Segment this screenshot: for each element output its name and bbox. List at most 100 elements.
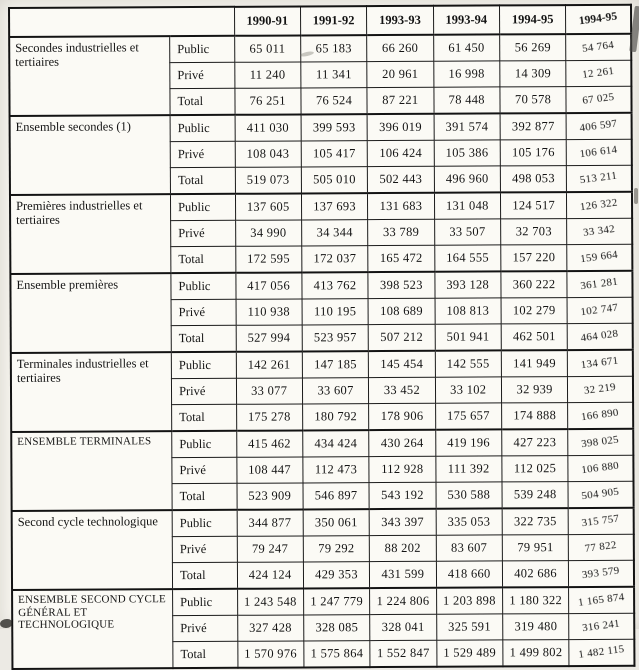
value-skewed-text: 1 165 874 [577,591,626,610]
value-cell: 11 240 [234,61,301,89]
value-cell: 14 309 [499,60,567,87]
value-cell: 88 202 [369,535,436,562]
value-cell: 11 341 [300,61,368,88]
value-cell: 496 960 [433,165,501,193]
category-label: Second cycle technologique [11,510,173,590]
value-cell: 328 085 [303,614,371,641]
value-cell: 108 043 [234,140,302,168]
value-skewed-text: 106 614 [579,143,619,161]
value-skewed-text: 1 482 115 [577,643,626,661]
value-cell: 106 424 [367,140,434,167]
table-row: Premières industrielles et tertiaires Pub… [9,191,633,274]
value-cell: 165 472 [367,245,435,273]
value-cell: 393 579 [568,560,635,588]
value-cell: 1 165 874 [568,586,635,614]
sector-label: Total [169,88,235,116]
value-cell: 178 906 [368,403,436,431]
value-cell: 108 689 [368,298,435,325]
value-cell: 396 019 [367,113,434,141]
table-row: Ensemble secondes (1) Public 411 030 399 59… [9,112,632,195]
value-cell: 391 574 [433,113,501,141]
value-skewed-text: 464 028 [580,327,620,345]
value-cell: 76 524 [300,87,368,115]
value-cell: 141 949 [501,350,568,377]
value-cell: 87 221 [367,87,434,115]
value-cell: 427 223 [501,429,569,456]
value-cell: 34 344 [301,219,368,246]
year-header: 1994-95 [565,4,632,35]
value-cell: 34 990 [235,219,302,247]
value-cell: 335 053 [435,508,503,536]
value-cell: 175 278 [236,403,303,431]
sector-label: Public [172,509,237,537]
value-cell: 1 180 322 [502,587,569,614]
value-cell: 424 124 [236,561,304,589]
table-row: Terminales industrielles et tertiaires Pu… [10,349,633,432]
value-cell: 501 941 [434,323,502,351]
value-cell: 429 353 [303,561,370,589]
value-cell: 350 061 [302,509,370,536]
value-cell: 505 010 [301,166,368,194]
value-cell: 33 102 [435,376,502,404]
category-label: Premières industrielles et tertiaires [9,194,171,274]
value-cell: 180 792 [302,403,369,431]
value-cell: 1 499 802 [502,639,570,667]
year-header: 1994-95 [499,5,566,35]
value-cell: 415 462 [236,430,303,458]
sector-label: Public [170,272,236,300]
value-cell: 1 224 806 [369,587,437,615]
value-cell: 1 575 864 [303,640,371,668]
value-skewed-text: 398 025 [580,433,620,451]
value-cell: 1 247 779 [303,588,370,615]
value-cell: 33 607 [302,377,369,404]
value-cell: 33 507 [434,218,501,246]
value-cell: 131 683 [367,192,435,220]
value-skewed-text: 361 281 [579,275,619,293]
value-cell: 513 211 [566,165,632,193]
value-cell: 70 578 [499,86,567,114]
value-cell: 361 281 [567,270,633,298]
table-row: ENSEMBLE TERMINALES Public 415 462 434 424 4… [11,428,634,511]
sector-label: Total [171,404,237,432]
year-header: 1991-92 [300,6,367,36]
table-row: Second cycle technologique Public 344 877 3… [11,507,634,590]
value-cell: 137 693 [301,193,368,220]
value-cell: 67 025 [566,86,632,114]
value-cell: 83 607 [435,534,503,562]
value-skewed-text: 159 664 [579,248,619,266]
value-cell: 406 597 [566,112,632,140]
category-label: Secondes industrielles et tertiaires [9,36,171,116]
value-cell: 464 028 [567,323,633,351]
value-cell: 1 243 548 [237,588,304,616]
value-cell: 76 251 [234,87,301,115]
sector-label: Public [172,588,238,616]
value-cell: 1 482 115 [569,639,635,667]
value-cell: 105 386 [433,139,501,167]
value-cell: 131 048 [434,192,501,220]
value-skewed-text: 166 890 [580,406,620,424]
value-cell: 54 764 [565,33,632,61]
sector-label: Privé [170,141,235,168]
value-cell: 33 077 [235,377,303,405]
value-cell: 546 897 [302,482,370,510]
value-cell: 315 757 [568,507,634,535]
year-header: 1993-93 [366,5,434,36]
value-cell: 417 056 [235,272,302,300]
value-skewed-text: 33 342 [582,223,616,240]
sector-label: Total [172,483,237,511]
value-cell: 419 196 [435,429,502,457]
sector-label: Total [172,562,238,590]
year-header: 1993-94 [433,5,500,35]
value-cell: 172 595 [235,245,302,273]
value-cell: 322 735 [502,508,569,535]
value-cell: 328 041 [369,614,437,641]
value-cell: 157 220 [500,244,568,272]
value-cell: 1 552 847 [370,640,437,668]
value-cell: 430 264 [368,429,436,457]
sector-label: Public [170,114,235,142]
year-header: 1990-91 [234,6,301,36]
value-cell: 102 747 [567,297,633,324]
scan-artifact-mark [634,188,638,204]
value-cell: 319 480 [502,613,570,640]
